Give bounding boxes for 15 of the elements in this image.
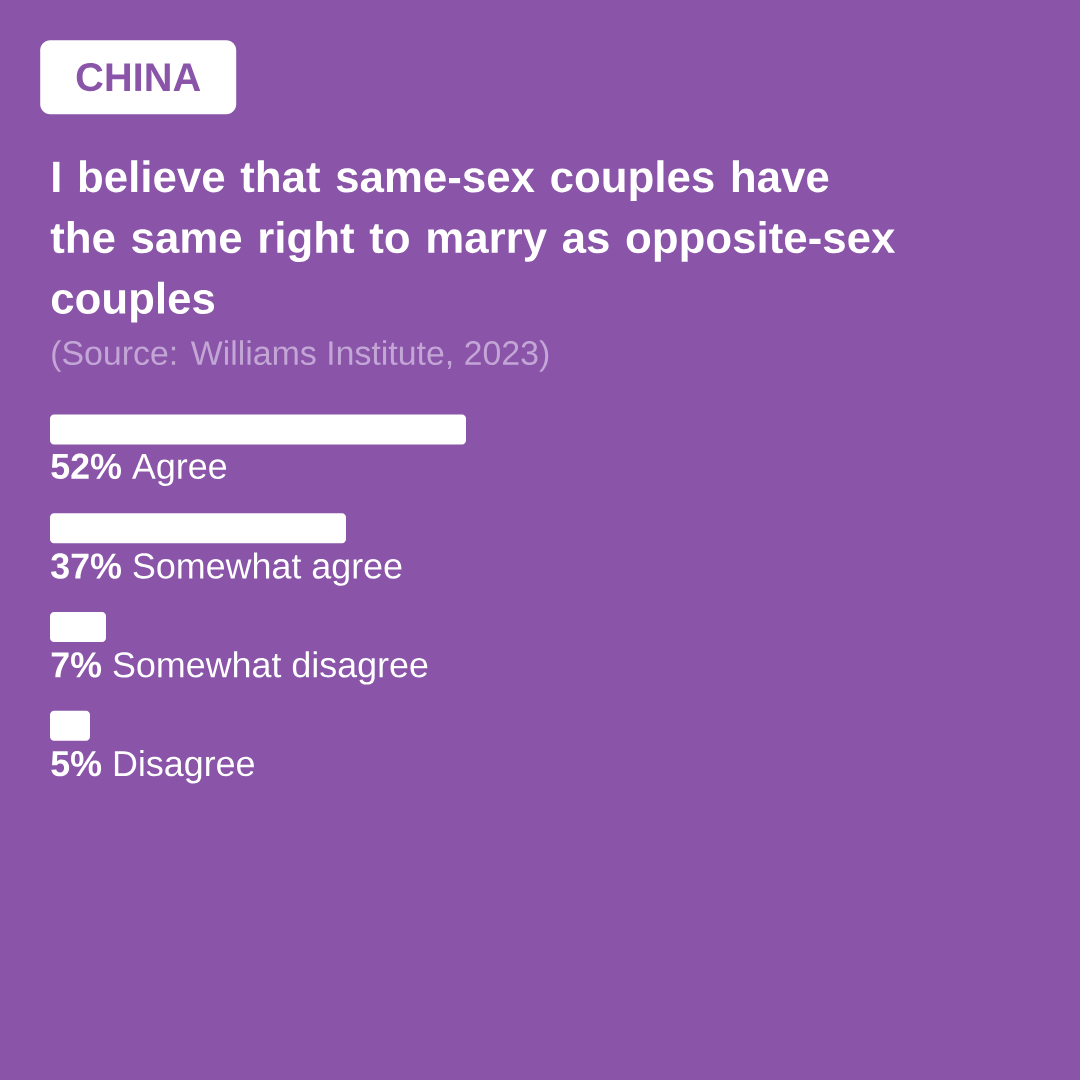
data-label: 7% <box>51 652 102 678</box>
data-label: 37% <box>51 553 122 579</box>
data-label: 52% <box>51 453 122 479</box>
chart-subtitle: CHINA <box>76 63 201 92</box>
y-tick-label: Agree <box>132 453 227 487</box>
chart-title: I believe that same-sex couples have the same right to marry as opposite-sex couples <box>50 160 896 323</box>
text: (Source: Williams Institute, 2023) <box>52 340 549 372</box>
bar <box>50 513 346 544</box>
y-tick-label: Somewhat agree <box>133 552 402 586</box>
y-tick-label: Disagree <box>114 749 254 784</box>
y-tick-label: Somewhat disagree <box>113 651 428 685</box>
data-label: 5% <box>51 751 102 777</box>
bar <box>50 414 466 445</box>
bar <box>50 611 106 642</box>
bar <box>50 710 90 741</box>
